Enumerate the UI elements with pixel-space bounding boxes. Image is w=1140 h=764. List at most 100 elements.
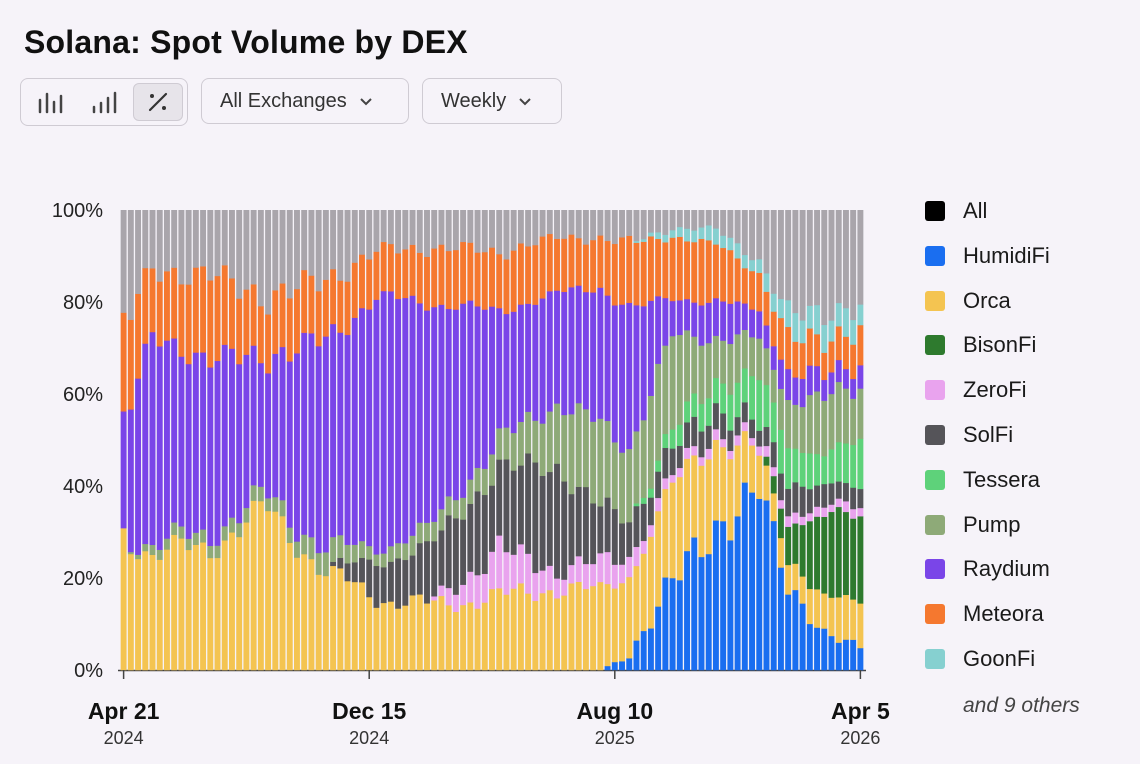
bar-segment — [806, 453, 813, 490]
legend-item[interactable]: GoonFi — [925, 644, 1035, 674]
ascending-bars-button[interactable] — [79, 83, 129, 121]
bar-segment — [416, 542, 423, 595]
bar-segment — [814, 365, 821, 392]
bar-segment — [214, 360, 221, 546]
bar-segment — [582, 210, 589, 245]
bar-segment — [720, 235, 727, 249]
bar-segment — [619, 661, 625, 671]
bar-segment — [741, 268, 748, 304]
bar-segment — [611, 442, 618, 510]
bar-segment — [142, 343, 149, 545]
bar-segment — [554, 403, 560, 464]
bar-segment — [178, 538, 185, 671]
bar-segment — [850, 487, 857, 510]
bar-segment — [597, 581, 604, 671]
bar-segment — [452, 611, 459, 671]
bar-segment — [279, 283, 286, 348]
bar-segment — [640, 306, 647, 421]
bar-segment — [546, 589, 553, 671]
bar-segment — [626, 235, 633, 303]
bar-segment — [662, 345, 669, 435]
legend-item[interactable]: HumidiFi — [925, 241, 1050, 271]
bar-segment — [532, 210, 539, 246]
bar-segment — [496, 588, 503, 671]
legend-item[interactable]: Pump — [925, 510, 1020, 540]
bar-chart-icon — [38, 92, 63, 114]
bar-segment — [741, 210, 748, 256]
bar-segment — [770, 520, 777, 671]
y-tick-label: 0% — [74, 660, 103, 682]
percent-button[interactable] — [133, 83, 183, 121]
bar-segment — [409, 555, 416, 596]
legend-item[interactable]: BisonFi — [925, 330, 1036, 360]
bar-segment — [286, 361, 293, 528]
bar-segment — [496, 459, 503, 536]
chevron-down-icon — [360, 98, 372, 106]
bar-segment — [835, 481, 842, 499]
bar-segment — [156, 346, 163, 550]
exchange-select[interactable]: All Exchanges — [201, 78, 409, 124]
bar-segment — [409, 244, 416, 296]
bar-segment — [684, 422, 690, 448]
bar-segment — [156, 549, 163, 560]
bar-segment — [163, 271, 170, 341]
legend-item[interactable]: SolFi — [925, 420, 1013, 450]
bar-segment — [655, 497, 662, 512]
bar-segment — [250, 284, 257, 346]
bar-segment — [582, 244, 589, 293]
bar-segment — [438, 585, 445, 597]
bar-segment — [445, 587, 452, 606]
bar-segment — [532, 462, 539, 574]
bar-segment — [640, 210, 647, 240]
bar-segment — [373, 554, 380, 567]
bar-segment — [712, 244, 719, 299]
legend-item[interactable]: Raydium — [925, 554, 1050, 584]
bar-segment — [366, 559, 373, 598]
bar-segment — [749, 309, 755, 338]
legend-item[interactable]: Meteora — [925, 599, 1044, 629]
bar-segment — [835, 326, 842, 361]
bar-segment — [431, 521, 438, 542]
bar-segment — [799, 210, 806, 321]
bar-segment — [359, 557, 365, 583]
bar-segment — [503, 594, 510, 671]
bar-segment — [517, 304, 524, 422]
bar-segment — [756, 498, 763, 671]
bar-segment — [489, 247, 495, 307]
exchange-select-value: All Exchanges — [220, 89, 347, 112]
bar-segment — [749, 437, 755, 446]
bar-segment — [590, 563, 597, 587]
bar-segment — [604, 497, 611, 553]
bar-segment — [770, 311, 777, 347]
bar-segment — [380, 210, 387, 243]
bar-segment — [842, 511, 849, 596]
bar-segment — [792, 377, 799, 405]
bar-segment — [785, 564, 792, 595]
bar-segment — [575, 210, 582, 239]
bar-segment — [171, 267, 178, 339]
chevron-down-icon — [519, 98, 531, 106]
bar-segment — [546, 411, 553, 473]
bar-segment — [669, 474, 676, 483]
bar-segment — [842, 368, 849, 389]
legend-item[interactable]: ZeroFi — [925, 375, 1027, 405]
legend-item[interactable]: Orca — [925, 286, 1011, 316]
bar-segment — [163, 549, 170, 671]
bar-segment — [705, 448, 712, 460]
interval-select[interactable]: Weekly — [422, 78, 562, 124]
legend-item[interactable]: Tessera — [925, 465, 1040, 495]
bar-segment — [503, 427, 510, 460]
bar-segment — [200, 529, 207, 543]
bar-segment — [749, 445, 755, 493]
bar-segment — [590, 421, 597, 504]
x-tick-year: 2024 — [104, 728, 144, 748]
bar-segment — [597, 418, 604, 507]
bar-chart-button[interactable] — [25, 83, 75, 121]
bar-segment — [850, 344, 857, 380]
bar-segment — [402, 543, 409, 561]
bar-segment — [438, 530, 445, 586]
legend-item[interactable]: All — [925, 196, 987, 226]
bar-segment — [821, 352, 828, 381]
bar-segment — [575, 581, 582, 671]
bar-segment — [546, 210, 553, 235]
